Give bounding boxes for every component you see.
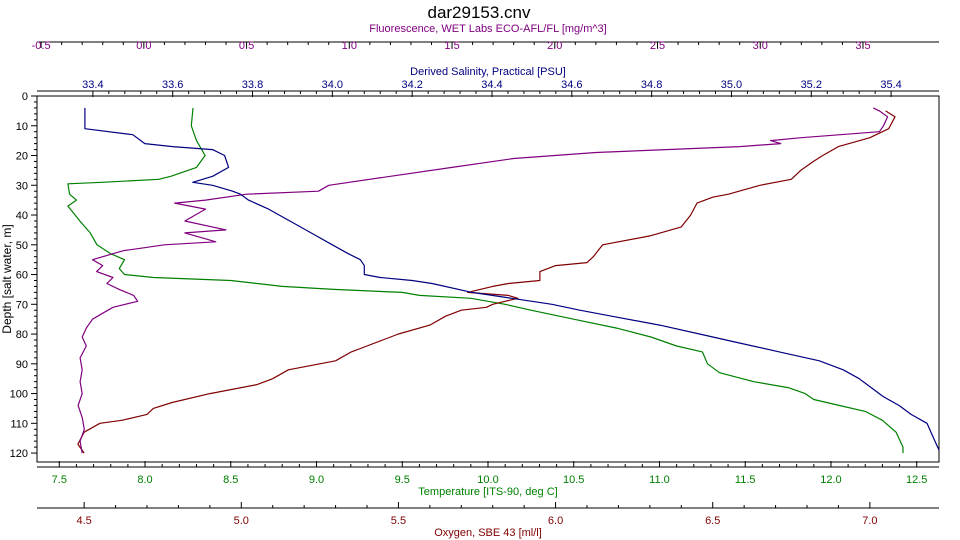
tick-label-depth-10: 10 bbox=[16, 121, 28, 133]
series-layer bbox=[67, 107, 940, 454]
axis-title-temperature: Temperature [ITS-90, deg C] bbox=[418, 486, 557, 498]
tick-label-depth-110: 110 bbox=[10, 418, 28, 430]
tick-label-salinity-34-4: 34.4 bbox=[481, 79, 502, 91]
series-line-salinity bbox=[84, 107, 940, 451]
tick-label-salinity-34-0: 34.0 bbox=[322, 79, 343, 91]
tick-label-oxygen-6-5: 6.5 bbox=[705, 515, 720, 527]
tick-label-depth-30: 30 bbox=[16, 180, 28, 192]
tick-label-temperature-9-5: 9.5 bbox=[395, 474, 410, 486]
tick-label-temperature-9-0: 9.0 bbox=[309, 474, 324, 486]
tick-label-salinity-33-4: 33.4 bbox=[82, 79, 103, 91]
tick-label-temperature-12-5: 12.5 bbox=[906, 474, 927, 486]
axis-title-depth: Depth [salt water, m] bbox=[0, 224, 14, 333]
axes-layer: -0.5 0.0 0.5 1.0 1.5 2.0 2.5 3.0 3.5 Fluorescence… bbox=[0, 23, 939, 539]
tick-label-oxygen-7-0: 7.0 bbox=[862, 515, 877, 527]
tick-label-salinity-34-6: 34.6 bbox=[561, 79, 582, 91]
tick-label-depth-80: 80 bbox=[16, 329, 28, 341]
tick-label-fluorescence-0-0: 0.0 bbox=[136, 40, 151, 52]
tick-label-fluorescence-3-0: 3.0 bbox=[753, 40, 768, 52]
tick-label-salinity-35-2: 35.2 bbox=[801, 79, 822, 91]
tick-label-depth-100: 100 bbox=[10, 389, 28, 401]
tick-label-fluorescence-0-5: -0.5 bbox=[32, 40, 51, 52]
series-line-oxygen bbox=[77, 110, 896, 454]
tick-label-depth-60: 60 bbox=[16, 270, 28, 282]
axis-depth: 0 10 20 30 40 50 60 70 80 90 100 110 120 Depth [salt … bbox=[0, 91, 37, 460]
axis-fluorescence: -0.5 0.0 0.5 1.0 1.5 2.0 2.5 3.0 3.5 Fluorescence… bbox=[32, 23, 939, 52]
axis-salinity: 33.4 33.6 33.8 34.0 34.2 34.4 34.6 34.8 35.0 35.2… bbox=[37, 66, 939, 97]
series-line-temperature bbox=[67, 107, 904, 454]
tick-label-oxygen-5-5: 5.5 bbox=[391, 515, 406, 527]
tick-label-fluorescence-1-5: 1.5 bbox=[444, 40, 459, 52]
tick-label-oxygen-4-5: 4.5 bbox=[76, 515, 91, 527]
chart-title: dar29153.cnv bbox=[427, 3, 531, 22]
tick-label-temperature-10-5: 10.5 bbox=[563, 474, 584, 486]
tick-label-fluorescence-2-0: 2.0 bbox=[547, 40, 562, 52]
tick-label-temperature-11-0: 11.0 bbox=[649, 474, 670, 486]
axis-temperature: 7.5 8.0 8.5 9.0 9.5 10.0 10.5 11.0 11.5 12.0 12.5 T… bbox=[37, 461, 939, 498]
tick-label-salinity-35-0: 35.0 bbox=[721, 79, 742, 91]
tick-label-fluorescence-1-0: 1.0 bbox=[342, 40, 357, 52]
axis-oxygen: 4.5 5.0 5.5 6.0 6.5 7.0 Oxygen, SBE 43 [ml/l] bbox=[37, 502, 939, 539]
tick-label-depth-120: 120 bbox=[10, 448, 28, 460]
axis-title-oxygen: Oxygen, SBE 43 [ml/l] bbox=[434, 527, 542, 539]
tick-label-temperature-8-5: 8.5 bbox=[223, 474, 238, 486]
tick-label-salinity-35-4: 35.4 bbox=[880, 79, 901, 91]
tick-label-fluorescence-3-5: 3.5 bbox=[855, 40, 870, 52]
tick-label-salinity-34-2: 34.2 bbox=[401, 79, 422, 91]
tick-label-temperature-11-5: 11.5 bbox=[735, 474, 756, 486]
axis-title-salinity: Derived Salinity, Practical [PSU] bbox=[410, 66, 566, 78]
tick-label-fluorescence-0-5: 0.5 bbox=[239, 40, 254, 52]
tick-label-salinity-34-8: 34.8 bbox=[641, 79, 662, 91]
tick-label-temperature-10-0: 10.0 bbox=[477, 474, 498, 486]
tick-label-fluorescence-2-5: 2.5 bbox=[650, 40, 665, 52]
tick-label-salinity-33-6: 33.6 bbox=[162, 79, 183, 91]
tick-label-depth-50: 50 bbox=[16, 240, 28, 252]
tick-label-temperature-8-0: 8.0 bbox=[137, 474, 152, 486]
axis-title-fluorescence: Fluorescence, WET Labs ECO-AFL/FL [mg/m^… bbox=[369, 23, 606, 35]
tick-label-depth-70: 70 bbox=[16, 299, 28, 311]
plot-frame bbox=[36, 95, 940, 463]
tick-label-oxygen-6-0: 6.0 bbox=[548, 515, 563, 527]
tick-label-depth-40: 40 bbox=[16, 210, 28, 222]
tick-label-salinity-33-8: 33.8 bbox=[242, 79, 263, 91]
tick-label-temperature-12-0: 12.0 bbox=[820, 474, 841, 486]
tick-label-temperature-7-5: 7.5 bbox=[52, 474, 67, 486]
series-line-fluorescence bbox=[77, 107, 889, 454]
tick-label-depth-90: 90 bbox=[16, 359, 28, 371]
tick-label-depth-20: 20 bbox=[16, 151, 28, 163]
tick-label-depth-0: 0 bbox=[22, 91, 28, 103]
tick-label-oxygen-5-0: 5.0 bbox=[234, 515, 249, 527]
